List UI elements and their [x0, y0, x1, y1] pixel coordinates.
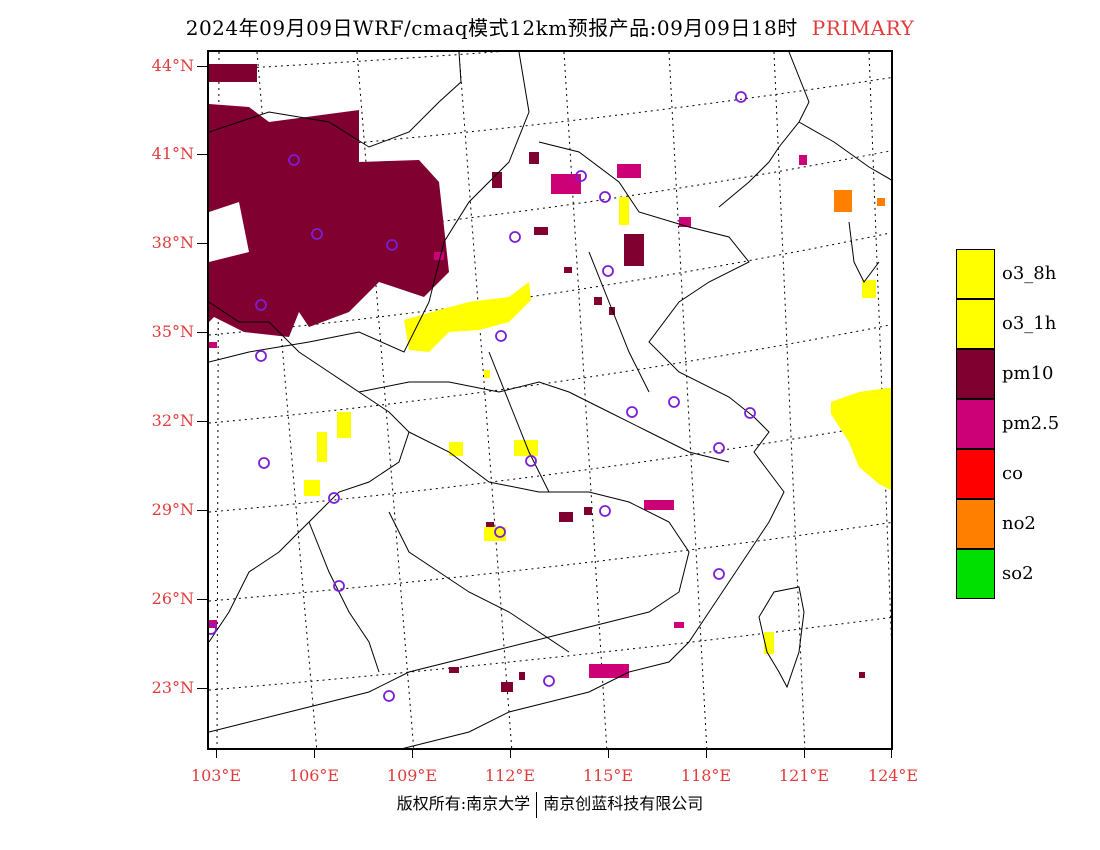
stations — [209, 91, 756, 702]
legend-label: o3_8h — [1002, 263, 1057, 284]
lat-label-38: 38°N — [151, 233, 194, 252]
lon-tick — [804, 750, 805, 758]
legend-label: o3_1h — [1002, 313, 1057, 334]
lat-label-44: 44°N — [151, 56, 194, 75]
lon-label-118: 118°E — [680, 766, 732, 785]
lon-tick — [412, 750, 413, 758]
lat-label-29: 29°N — [151, 500, 194, 519]
lon-tick — [510, 750, 511, 758]
title-text: 2024年09月09日WRF/cmaq模式12km预报产品:09月09日18时 — [185, 16, 798, 40]
lat-label-35: 35°N — [151, 322, 194, 341]
copyright-left: 版权所有:南京大学 — [396, 794, 531, 813]
lat-tick — [197, 510, 207, 511]
lon-label-115: 115°E — [582, 766, 634, 785]
copyright-right: 南京创蓝科技有限公司 — [543, 794, 704, 813]
pm10-field — [209, 64, 449, 337]
map-canvas — [209, 52, 891, 748]
legend-swatch — [956, 349, 995, 399]
copyright-footer: 版权所有:南京大学 南京创蓝科技有限公司 — [0, 790, 1100, 818]
lon-tick — [314, 750, 315, 758]
lon-label-106: 106°E — [288, 766, 340, 785]
lat-label-32: 32°N — [151, 411, 194, 430]
legend-swatch — [956, 549, 995, 599]
lat-tick — [197, 154, 207, 155]
map-panel[interactable] — [207, 50, 893, 750]
legend-label: so2 — [1002, 563, 1034, 584]
lat-tick — [197, 243, 207, 244]
lon-tick — [706, 750, 707, 758]
legend-label: pm2.5 — [1002, 413, 1060, 434]
boundaries — [209, 52, 891, 748]
pm25-spots — [209, 155, 807, 678]
lon-tick — [891, 750, 892, 758]
lat-tick — [197, 599, 207, 600]
lon-label-109: 109°E — [386, 766, 438, 785]
lon-label-112: 112°E — [484, 766, 536, 785]
map-title: 2024年09月09日WRF/cmaq模式12km预报产品:09月09日18时 P… — [0, 12, 1100, 41]
legend-label: no2 — [1002, 513, 1036, 534]
legend-swatch — [956, 399, 995, 449]
lat-label-41: 41°N — [151, 144, 194, 163]
lon-tick — [216, 750, 217, 758]
legend-swatch — [956, 449, 995, 499]
legend-swatch — [956, 299, 995, 349]
lon-tick — [608, 750, 609, 758]
lat-tick — [197, 688, 207, 689]
legend-swatch — [956, 249, 995, 299]
lat-tick — [197, 332, 207, 333]
legend-swatch — [956, 499, 995, 549]
primary-tag: PRIMARY — [811, 16, 915, 40]
lon-label-121: 121°E — [778, 766, 830, 785]
lon-label-103: 103°E — [190, 766, 242, 785]
no2-field — [834, 190, 885, 212]
lat-tick — [197, 66, 207, 67]
legend-label: co — [1002, 463, 1023, 484]
lon-label-124: 124°E — [867, 766, 919, 785]
pm10-spots — [369, 152, 865, 692]
lat-tick — [197, 421, 207, 422]
lat-label-23: 23°N — [151, 678, 194, 697]
legend-label: pm10 — [1002, 363, 1054, 384]
lat-label-26: 26°N — [151, 589, 194, 608]
o3-field — [304, 197, 891, 654]
footer-divider — [536, 791, 538, 818]
